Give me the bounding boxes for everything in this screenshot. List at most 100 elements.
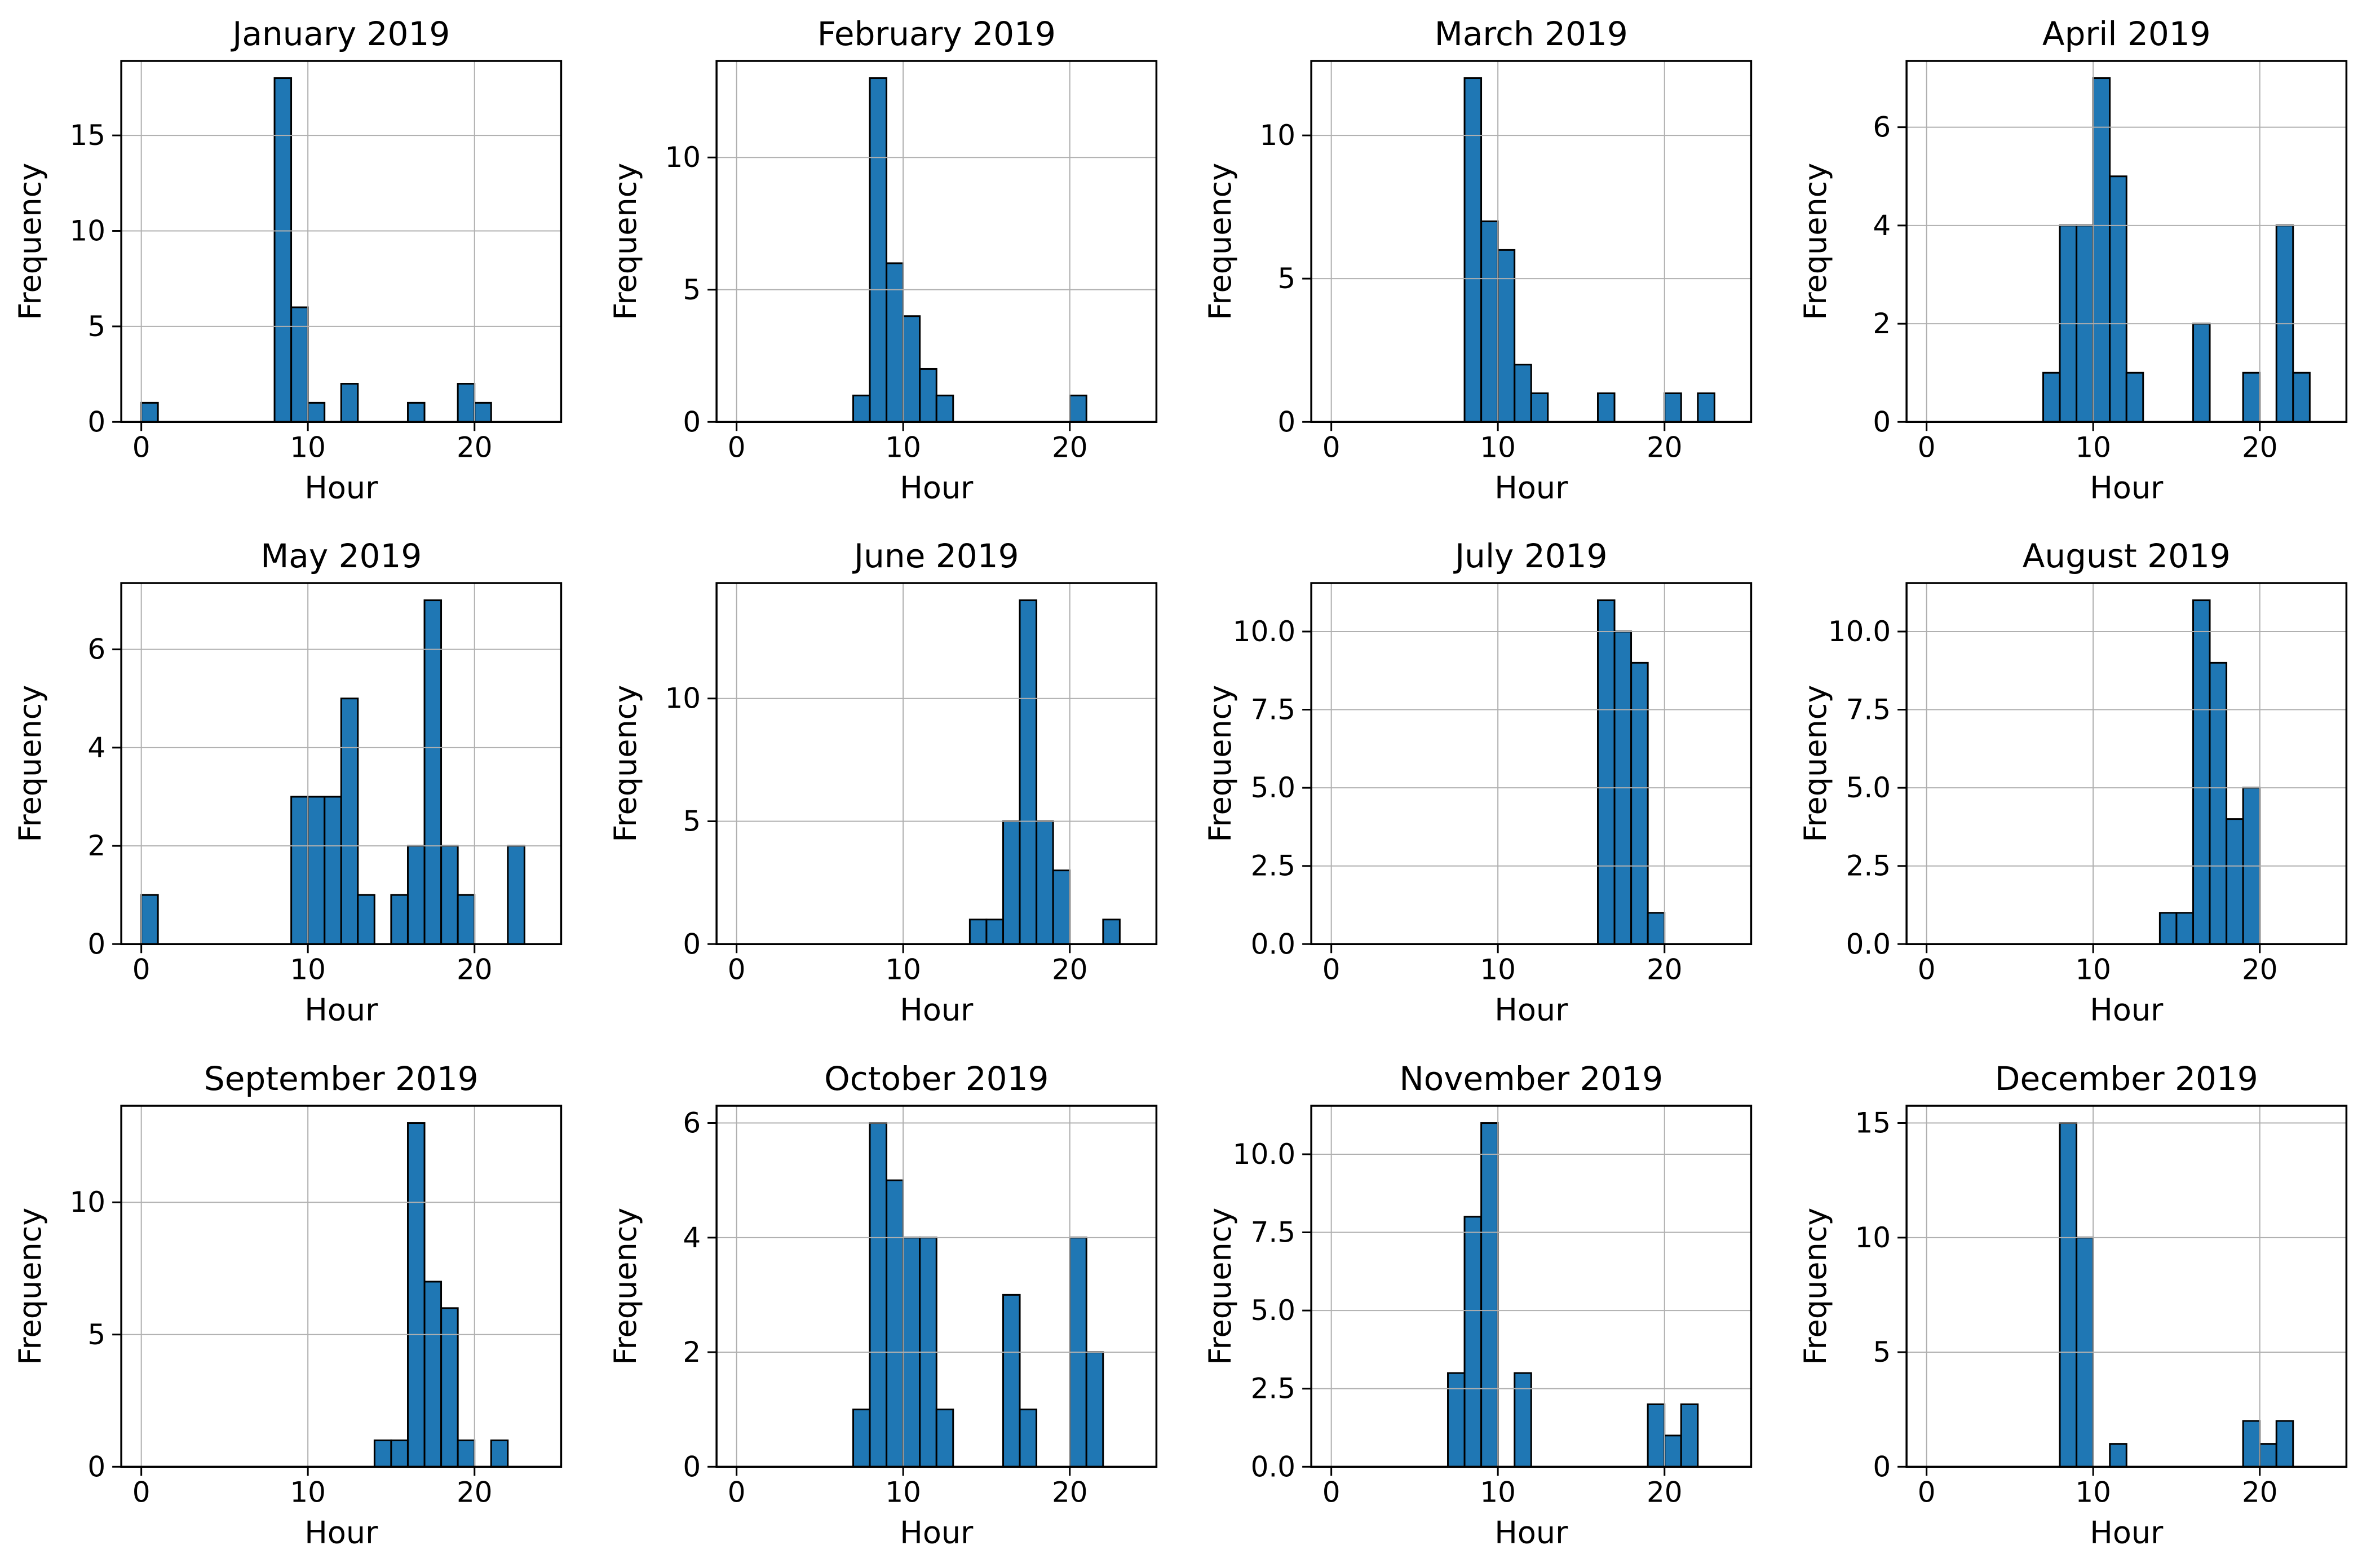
histogram-bar <box>1514 1372 1532 1468</box>
y-tick-label: 0 <box>1277 405 1295 438</box>
axes-spines <box>1310 582 1753 946</box>
x-axis-label: Hour <box>304 470 378 505</box>
subplot-canvas-july-2019: 0 10 20 0.0 2.5 5.0 7.5 10.0 July 2019 Hour Freque… <box>1202 537 1753 1028</box>
x-tick-label: 10 <box>290 431 326 464</box>
plot-background <box>1906 1105 2346 1467</box>
y-tick-label: 0.0 <box>1846 928 1891 961</box>
plot-background <box>716 583 1156 944</box>
x-tick-label: 10 <box>885 431 921 464</box>
histogram-bar <box>2258 1442 2277 1468</box>
tick-marks <box>112 1201 476 1476</box>
y-tick-label: 6 <box>87 633 105 666</box>
y-axis-label: Frequency <box>608 685 643 842</box>
subplot-october-2019: 0 10 20 0 2 4 6 October 2019 Hour Frequency <box>595 1045 1191 1567</box>
x-tick-label: 10 <box>1480 954 1516 986</box>
subplot-title: April 2019 <box>2042 15 2210 53</box>
histogram-bars <box>140 599 525 946</box>
axes-spines <box>1905 1104 2347 1468</box>
axes-spines <box>715 582 1157 946</box>
y-tick-label: 4 <box>87 731 105 764</box>
histogram-bar <box>457 383 476 423</box>
histogram-bar <box>273 77 293 423</box>
x-axis-label: Hour <box>304 1515 378 1550</box>
axes-spines <box>120 1104 563 1468</box>
y-tick-label: 2.5 <box>1846 850 1891 882</box>
histogram-bar <box>2225 818 2244 946</box>
subplot-canvas-october-2019: 0 10 20 0 2 4 6 October 2019 Hour Frequency <box>608 1060 1157 1550</box>
histogram-bar <box>985 919 1004 946</box>
histogram-bar <box>1480 220 1499 423</box>
x-tick-label: 10 <box>885 1476 921 1508</box>
histogram-bar <box>869 1122 887 1468</box>
subplot-title: December 2019 <box>1994 1060 2258 1098</box>
subplot-title: September 2019 <box>204 1060 479 1098</box>
subplot-november-2019: 0 10 20 0.0 2.5 5.0 7.5 10.0 November 2019 Hour Fr… <box>1190 1045 1785 1567</box>
histogram-bar <box>1497 249 1516 423</box>
x-axis-label: Hour <box>2090 470 2164 505</box>
tick-marks <box>1302 134 1666 431</box>
histogram-bar <box>407 845 426 946</box>
x-tick-label: 10 <box>290 1476 326 1508</box>
subplot-august-2019: 0 10 20 0.0 2.5 5.0 7.5 10.0 August 2019 Hour Freq… <box>1785 522 2380 1044</box>
y-tick-label: 5 <box>87 1318 105 1350</box>
histogram-bar <box>1630 662 1649 946</box>
histogram-bar <box>474 401 492 423</box>
subplot-canvas-april-2019: 0 10 20 0 2 4 6 April 2019 Hour Frequency <box>1798 15 2347 505</box>
histogram-bar <box>490 1439 509 1468</box>
y-tick-label: 0.0 <box>1251 1450 1296 1483</box>
subplot-canvas-december-2019: 0 10 20 0 5 10 15 December 2019 Hour Frequency <box>1798 1060 2347 1550</box>
subplot-title: July 2019 <box>1453 537 1607 575</box>
x-tick-label: 0 <box>132 1476 151 1508</box>
histogram-bar <box>140 401 159 423</box>
histogram-bar <box>1697 392 1715 423</box>
histogram-bar <box>1019 599 1037 946</box>
histogram-bar <box>968 919 987 946</box>
subplot-title: October 2019 <box>824 1060 1049 1098</box>
histogram-bar <box>1530 392 1549 423</box>
y-tick-label: 7.5 <box>1846 694 1891 726</box>
y-tick-label: 15 <box>70 119 106 152</box>
subplot-canvas-january-2019: 0 10 20 0 5 10 15 January 2019 Hour Frequency <box>12 15 563 505</box>
y-tick-label: 5 <box>87 310 105 343</box>
y-tick-label: 6 <box>1873 111 1891 144</box>
histogram-bar <box>2059 1122 2077 1468</box>
histogram-bar <box>935 394 954 423</box>
y-tick-label: 10 <box>665 141 701 174</box>
x-tick-label: 20 <box>457 954 493 986</box>
y-tick-label: 7.5 <box>1251 694 1296 726</box>
y-tick-label: 2 <box>87 829 105 862</box>
histogram-bar <box>1664 392 1682 423</box>
y-tick-label: 0 <box>683 1450 701 1483</box>
subplot-canvas-november-2019: 0 10 20 0.0 2.5 5.0 7.5 10.0 November 2019 Hour Fr… <box>1202 1060 1753 1550</box>
histogram-bar <box>1052 869 1070 946</box>
x-tick-label: 0 <box>132 431 151 464</box>
histogram-bar <box>918 368 937 423</box>
histogram-bar <box>340 698 359 946</box>
x-tick-label: 20 <box>457 431 493 464</box>
subplot-title: February 2019 <box>817 15 1055 53</box>
x-tick-label: 20 <box>2241 1476 2277 1508</box>
x-axis-label: Hour <box>900 1515 974 1550</box>
y-tick-label: 0 <box>87 1450 105 1483</box>
histogram-bar <box>1597 599 1616 946</box>
x-tick-label: 20 <box>2241 431 2277 464</box>
y-tick-label: 0 <box>1873 1450 1891 1483</box>
x-tick-label: 20 <box>1051 431 1087 464</box>
histogram-bar <box>1085 1351 1104 1468</box>
y-tick-label: 10 <box>665 682 701 715</box>
histogram-bar <box>2192 599 2211 946</box>
y-axis-label: Frequency <box>12 163 48 320</box>
subplot-january-2019: 0 10 20 0 5 10 15 January 2019 Hour Frequency <box>0 0 595 522</box>
x-tick-label: 20 <box>1647 431 1683 464</box>
x-tick-label: 0 <box>727 1476 745 1508</box>
histogram-bar <box>1647 1403 1666 1468</box>
histogram-bar <box>307 796 326 946</box>
histogram-bar <box>1597 392 1616 423</box>
x-tick-label: 10 <box>2075 954 2111 986</box>
y-tick-label: 0 <box>87 405 105 438</box>
subplot-march-2019: 0 10 20 0 5 10 March 2019 Hour Frequency <box>1190 0 1785 522</box>
x-tick-label: 20 <box>457 1476 493 1508</box>
x-tick-label: 0 <box>1917 431 1935 464</box>
histogram-bar <box>440 1307 459 1468</box>
